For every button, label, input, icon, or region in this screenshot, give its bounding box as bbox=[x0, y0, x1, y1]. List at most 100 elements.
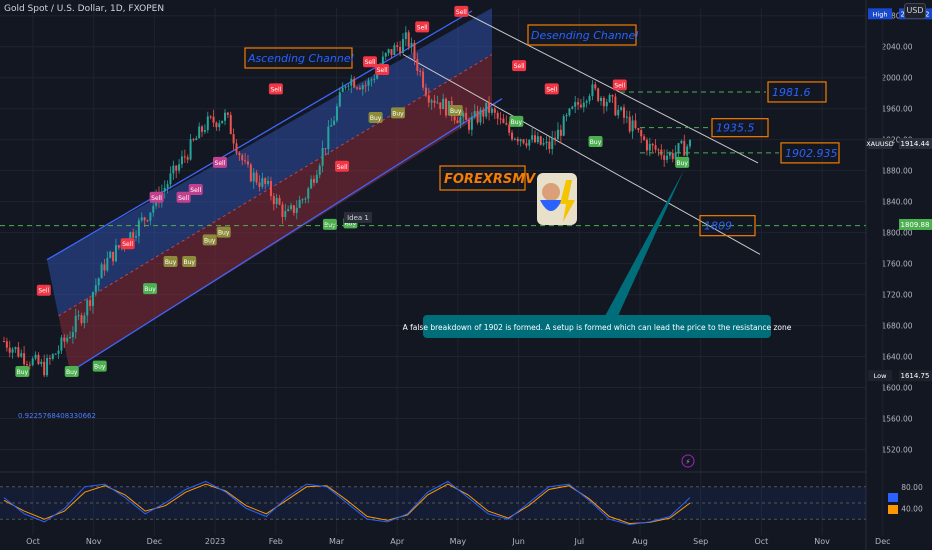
candle-body bbox=[588, 96, 591, 102]
symbol-title: Gold Spot / U.S. Dollar, 1D, FXOPEN bbox=[4, 4, 165, 14]
candle-body bbox=[206, 116, 209, 131]
candle-body bbox=[69, 337, 72, 339]
buy-signal-badge bbox=[92, 360, 107, 372]
candle-body bbox=[614, 96, 617, 116]
candle-body bbox=[427, 95, 430, 103]
candle-body bbox=[631, 120, 634, 132]
candle-body bbox=[430, 100, 433, 103]
price-tag-name: XAUUSD bbox=[866, 140, 894, 148]
candle-body bbox=[172, 165, 175, 174]
candle-body bbox=[602, 97, 605, 107]
candle-body bbox=[467, 119, 470, 130]
candle-body bbox=[680, 140, 683, 144]
candle-body bbox=[568, 108, 571, 116]
candle-body bbox=[298, 200, 301, 208]
brand-logo-face bbox=[542, 183, 560, 201]
candle-body bbox=[683, 140, 686, 156]
sell-signal-badge bbox=[363, 56, 378, 68]
candle-body bbox=[473, 111, 476, 117]
x-tick-label: Jun bbox=[511, 537, 525, 546]
candle-body bbox=[338, 92, 341, 107]
candle-body bbox=[367, 80, 370, 86]
candle-body bbox=[267, 181, 270, 184]
candle-body bbox=[66, 337, 69, 342]
candle-body bbox=[453, 116, 456, 121]
candle-body bbox=[146, 220, 149, 222]
candle-body bbox=[628, 116, 631, 132]
buy-signal-label: Buy bbox=[324, 222, 336, 229]
brand-label: FOREXRSMV bbox=[444, 172, 536, 187]
lightning-icon bbox=[681, 454, 695, 468]
level-label-text: 1935.5 bbox=[716, 122, 755, 135]
sell-signal-label: Sell bbox=[614, 82, 625, 89]
candle-body bbox=[51, 354, 54, 359]
candle-body bbox=[387, 49, 390, 54]
price-tag-name-box bbox=[868, 8, 892, 20]
descending-channel-label: Desending Channel bbox=[531, 29, 638, 42]
candle-body bbox=[562, 116, 565, 136]
price-tag-value: 1614.75 bbox=[901, 372, 930, 380]
candle-body bbox=[37, 354, 40, 364]
candle-body bbox=[594, 84, 597, 89]
candle-body bbox=[212, 116, 215, 123]
buy-signal-badge bbox=[368, 111, 383, 123]
y-tick-label: 1560.00 bbox=[881, 415, 912, 424]
candle-body bbox=[597, 88, 600, 101]
level-label-box bbox=[711, 118, 769, 138]
candle-body bbox=[654, 145, 657, 150]
candle-body bbox=[559, 129, 562, 136]
candle-body bbox=[536, 136, 539, 143]
ascending-channel-lower-fill bbox=[58, 54, 492, 373]
candle-body bbox=[34, 354, 37, 359]
price-tag-name: Low bbox=[874, 372, 887, 380]
price-tag-value-box bbox=[899, 370, 932, 382]
candle-body bbox=[129, 232, 132, 244]
candle-body bbox=[63, 337, 66, 342]
candle-body bbox=[318, 165, 321, 175]
lightning-icon-glyph: ⚡ bbox=[686, 458, 691, 466]
candle-body bbox=[396, 45, 399, 47]
y-tick-label: 2040.00 bbox=[881, 43, 912, 52]
candle-body bbox=[689, 139, 691, 147]
candle-body bbox=[459, 117, 462, 124]
candle-body bbox=[60, 337, 63, 351]
x-tick-label: 2023 bbox=[205, 537, 225, 546]
candle-body bbox=[401, 39, 404, 53]
candle-body bbox=[611, 94, 614, 97]
candle-body bbox=[525, 143, 528, 146]
x-tick-label: May bbox=[450, 537, 467, 546]
buy-signal-badge bbox=[216, 226, 231, 238]
candle-body bbox=[534, 135, 537, 143]
buy-signal-badge bbox=[163, 256, 178, 268]
level-label-box bbox=[767, 81, 827, 103]
candle-body bbox=[94, 285, 97, 293]
candle-body bbox=[531, 135, 534, 140]
candle-body bbox=[229, 114, 232, 135]
buy-signal-label: Buy bbox=[450, 108, 462, 115]
candle-body bbox=[290, 205, 293, 209]
candle-body bbox=[11, 349, 14, 353]
candle-body bbox=[203, 130, 206, 132]
candle-body bbox=[17, 347, 20, 357]
candle-body bbox=[100, 264, 103, 279]
candle-body bbox=[370, 79, 373, 81]
candle-body bbox=[522, 139, 525, 144]
buy-signal-label: Buy bbox=[511, 119, 523, 126]
candle-body bbox=[192, 139, 195, 141]
candle-body bbox=[347, 85, 350, 87]
sell-signal-label: Sell bbox=[546, 86, 557, 93]
currency-button[interactable]: USD bbox=[904, 3, 926, 19]
candle-body bbox=[272, 196, 275, 205]
candle-body bbox=[622, 107, 625, 118]
y-tick-label: 1840.00 bbox=[881, 198, 912, 207]
candle-body bbox=[312, 179, 315, 183]
candle-body bbox=[617, 109, 620, 116]
level-label-box bbox=[699, 215, 756, 237]
fib-value-label: 0.9225768408330662 bbox=[18, 412, 96, 420]
candle-body bbox=[404, 32, 407, 40]
buy-signal-label: Buy bbox=[165, 259, 177, 266]
candle-body bbox=[456, 120, 459, 124]
y-tick-label: 1600.00 bbox=[881, 384, 912, 393]
price-tag-value-box bbox=[899, 218, 932, 230]
